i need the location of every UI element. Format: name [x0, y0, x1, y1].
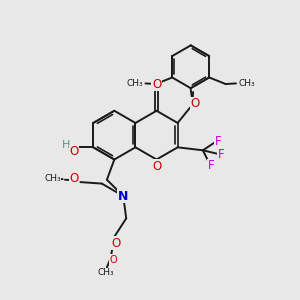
Text: O: O — [191, 98, 200, 110]
Text: N: N — [118, 190, 128, 202]
Text: O: O — [69, 172, 79, 185]
Text: H: H — [62, 140, 71, 150]
Text: O: O — [152, 160, 161, 172]
Text: CH₃: CH₃ — [126, 79, 143, 88]
Text: O: O — [152, 77, 161, 91]
Text: F: F — [218, 148, 225, 161]
Text: CH₃: CH₃ — [238, 79, 255, 88]
Text: O: O — [109, 255, 117, 265]
Text: CH₃: CH₃ — [97, 268, 114, 277]
Text: O: O — [112, 236, 121, 250]
Text: F: F — [208, 159, 214, 172]
Text: O: O — [51, 174, 58, 184]
Text: O: O — [69, 145, 79, 158]
Text: F: F — [215, 135, 222, 148]
Text: CH₃: CH₃ — [44, 174, 61, 183]
